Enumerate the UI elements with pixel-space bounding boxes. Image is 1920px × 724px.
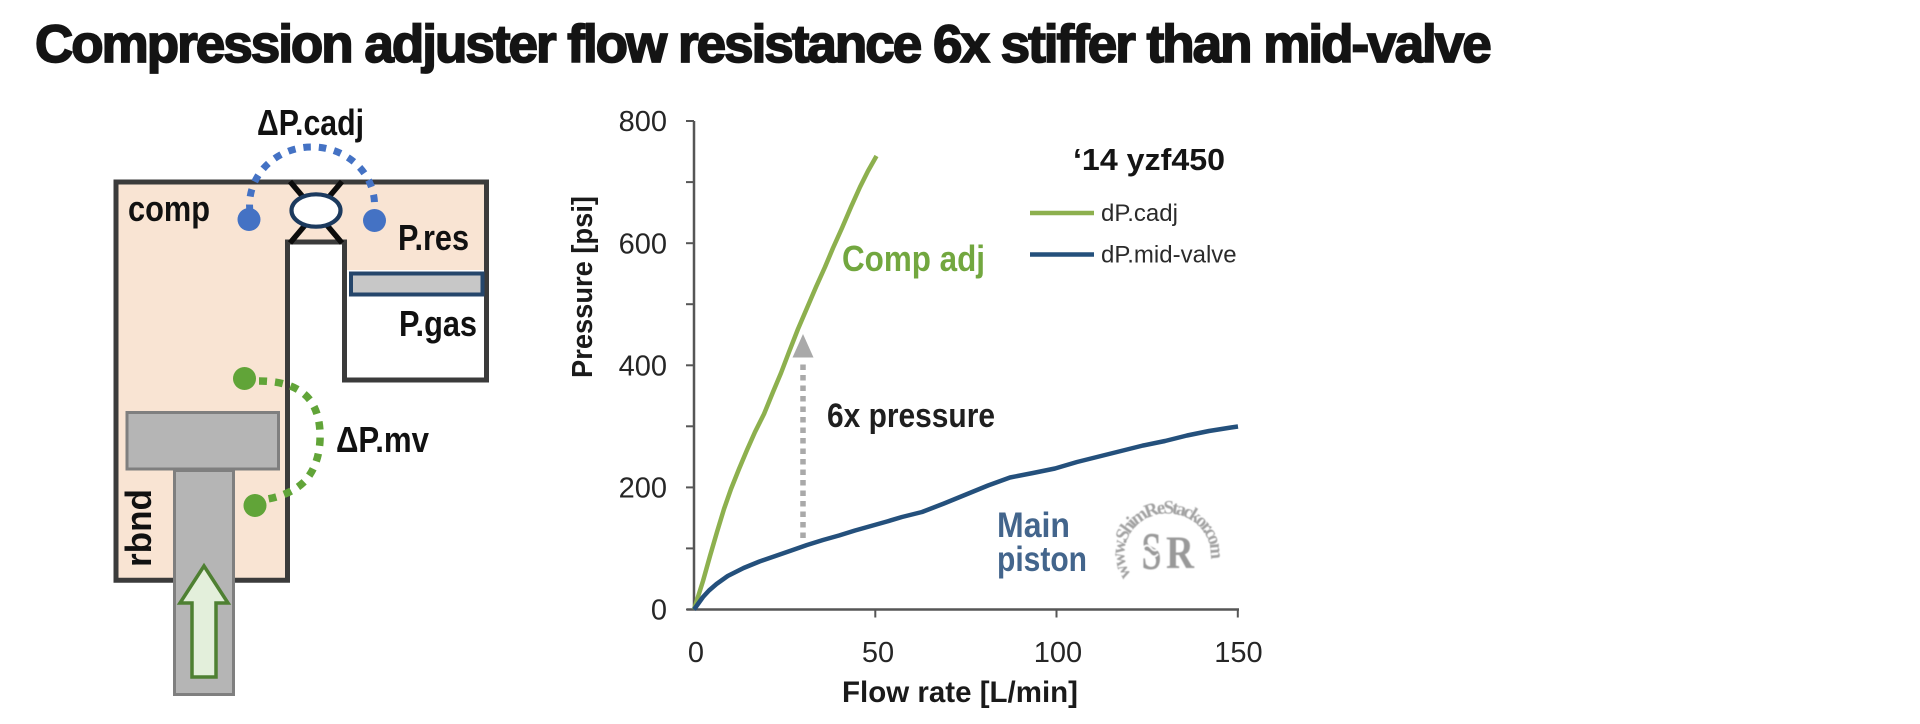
svg-text:600: 600 — [619, 229, 667, 261]
svg-text:‘14 yzf450: ‘14 yzf450 — [1073, 142, 1225, 177]
svg-text:P.gas: P.gas — [399, 303, 477, 344]
svg-text:ΔP.cadj: ΔP.cadj — [257, 102, 364, 143]
svg-text:ΔP.mv: ΔP.mv — [336, 419, 429, 460]
svg-text:Flow rate [L/min]: Flow rate [L/min] — [842, 676, 1078, 709]
svg-text:S: S — [1142, 523, 1162, 581]
svg-text:Pressure [psi]: Pressure [psi] — [567, 196, 599, 378]
svg-text:800: 800 — [619, 106, 667, 138]
svg-text:Comp adj: Comp adj — [842, 238, 985, 279]
svg-text:comp: comp — [128, 188, 210, 229]
svg-text:50: 50 — [862, 637, 894, 669]
svg-text:rbnd: rbnd — [118, 489, 159, 567]
svg-text:R: R — [1166, 527, 1195, 579]
svg-text:dP.cadj: dP.cadj — [1101, 200, 1178, 227]
svg-text:150: 150 — [1214, 637, 1262, 669]
svg-text:Main: Main — [997, 506, 1070, 545]
svg-text:200: 200 — [619, 473, 667, 505]
svg-text:piston: piston — [997, 540, 1087, 579]
svg-text:P.res: P.res — [398, 217, 469, 258]
svg-text:Compression adjuster flow resi: Compression adjuster flow resistance 6x … — [35, 15, 1490, 74]
svg-text:0: 0 — [688, 637, 704, 669]
svg-text:6x pressure: 6x pressure — [827, 397, 995, 435]
svg-text:100: 100 — [1034, 637, 1082, 669]
svg-text:0: 0 — [651, 595, 667, 627]
svg-text:400: 400 — [619, 351, 667, 383]
svg-text:dP.mid-valve: dP.mid-valve — [1101, 242, 1237, 269]
